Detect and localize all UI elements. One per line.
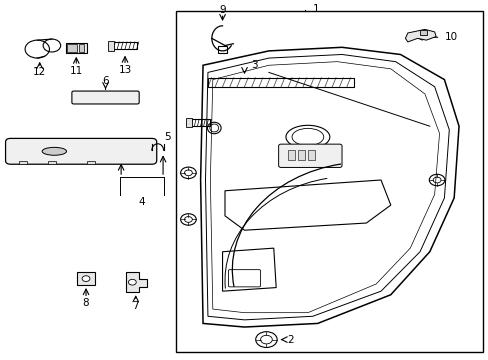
Bar bbox=[176, 12, 483, 352]
Bar bbox=[67, 44, 77, 51]
FancyBboxPatch shape bbox=[278, 144, 341, 167]
Bar bbox=[288, 150, 295, 160]
Text: 11: 11 bbox=[69, 66, 83, 76]
Text: 3: 3 bbox=[250, 59, 257, 69]
Ellipse shape bbox=[42, 147, 66, 155]
Bar bbox=[87, 161, 95, 164]
Circle shape bbox=[82, 276, 90, 282]
FancyBboxPatch shape bbox=[5, 138, 157, 164]
Circle shape bbox=[128, 279, 136, 285]
Text: 1: 1 bbox=[312, 4, 319, 14]
Bar bbox=[419, 30, 426, 35]
Bar bbox=[207, 78, 353, 87]
Bar bbox=[19, 161, 26, 164]
Text: 8: 8 bbox=[82, 298, 89, 308]
FancyBboxPatch shape bbox=[72, 91, 139, 104]
Bar bbox=[307, 150, 314, 160]
Polygon shape bbox=[405, 30, 435, 42]
Bar bbox=[113, 42, 137, 49]
Polygon shape bbox=[126, 272, 147, 292]
Bar bbox=[65, 42, 87, 53]
Text: 9: 9 bbox=[219, 5, 225, 15]
Bar bbox=[108, 41, 114, 50]
Bar bbox=[77, 272, 95, 285]
Text: 10: 10 bbox=[444, 32, 457, 42]
Bar bbox=[191, 120, 209, 126]
Bar bbox=[217, 46, 227, 53]
Text: 12: 12 bbox=[33, 67, 46, 77]
Text: 6: 6 bbox=[102, 76, 109, 86]
Bar bbox=[79, 44, 84, 51]
Text: 7: 7 bbox=[132, 301, 139, 311]
Text: 2: 2 bbox=[286, 334, 293, 345]
Bar bbox=[298, 150, 305, 160]
Text: 5: 5 bbox=[164, 132, 170, 142]
Bar bbox=[48, 161, 56, 164]
Text: 13: 13 bbox=[118, 64, 131, 75]
Bar bbox=[186, 118, 192, 127]
Text: 4: 4 bbox=[139, 197, 145, 207]
